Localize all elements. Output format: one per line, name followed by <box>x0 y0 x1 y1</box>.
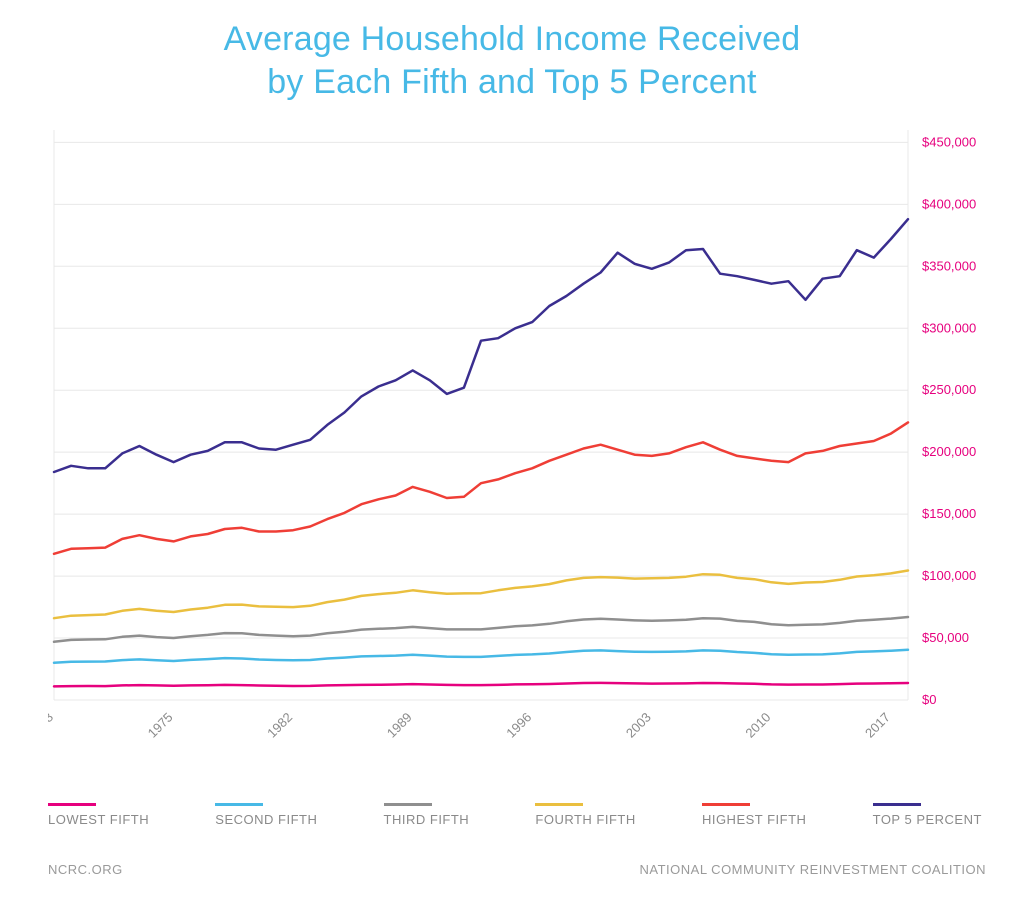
legend-label: TOP 5 PERCENT <box>873 812 982 827</box>
y-tick-label: $100,000 <box>922 568 976 583</box>
legend-item-lowest_fifth: LOWEST FIFTH <box>48 803 149 827</box>
legend: LOWEST FIFTH SECOND FIFTH THIRD FIFTH FOURT… <box>48 790 986 840</box>
legend-swatch <box>48 803 96 806</box>
legend-item-second_fifth: SECOND FIFTH <box>215 803 317 827</box>
legend-swatch <box>384 803 432 806</box>
y-tick-label: $400,000 <box>922 196 976 211</box>
legend-label: LOWEST FIFTH <box>48 812 149 827</box>
y-tick-label: $250,000 <box>922 382 976 397</box>
legend-label: SECOND FIFTH <box>215 812 317 827</box>
legend-swatch <box>215 803 263 806</box>
footer-org: NATIONAL COMMUNITY REINVESTMENT COALITIO… <box>640 862 987 877</box>
title-line-1: Average Household Income Received <box>224 20 801 58</box>
y-tick-label: $50,000 <box>922 630 969 645</box>
legend-label: FOURTH FIFTH <box>535 812 635 827</box>
legend-label: THIRD FIFTH <box>384 812 470 827</box>
y-tick-label: $150,000 <box>922 506 976 521</box>
series-top_5_percent <box>54 219 908 472</box>
legend-item-fourth_fifth: FOURTH FIFTH <box>535 803 635 827</box>
y-tick-label: $0 <box>922 692 936 707</box>
plot-area: $0 $50,000 $100,000 $150,000 $200,000 $250,00… <box>48 120 986 760</box>
series-highest_fifth <box>54 422 908 553</box>
legend-item-highest_fifth: HIGHEST FIFTH <box>702 803 806 827</box>
x-tick-label: 1996 <box>503 710 534 741</box>
line-chart-svg: $0 $50,000 $100,000 $150,000 $200,000 $250,00… <box>48 120 986 760</box>
legend-swatch <box>702 803 750 806</box>
legend-item-third_fifth: THIRD FIFTH <box>384 803 470 827</box>
title-line-2: by Each Fifth and Top 5 Percent <box>267 63 756 101</box>
x-tick-label: 2003 <box>623 710 654 741</box>
chart-title: Average Household Income Received by Eac… <box>0 0 1024 103</box>
y-tick-label: $350,000 <box>922 258 976 273</box>
legend-item-top_5_percent: TOP 5 PERCENT <box>873 803 982 827</box>
x-tick-label: 2010 <box>742 710 773 741</box>
series-second_fifth <box>54 650 908 663</box>
x-tick-label: 1982 <box>264 710 295 741</box>
x-tick-label: 1989 <box>384 710 415 741</box>
series-lowest_fifth <box>54 683 908 687</box>
x-tick-label: 1975 <box>145 710 176 741</box>
x-tick-label: 1968 <box>48 710 56 741</box>
legend-swatch <box>873 803 921 806</box>
x-tick-label: 2017 <box>862 710 893 741</box>
y-tick-label: $300,000 <box>922 320 976 335</box>
footer-source: NCRC.ORG <box>48 862 123 877</box>
series-fourth_fifth <box>54 571 908 619</box>
legend-swatch <box>535 803 583 806</box>
y-tick-label: $450,000 <box>922 134 976 149</box>
y-tick-label: $200,000 <box>922 444 976 459</box>
legend-label: HIGHEST FIFTH <box>702 812 806 827</box>
chart-container: Average Household Income Received by Eac… <box>0 0 1024 904</box>
footer: NCRC.ORG NATIONAL COMMUNITY REINVESTMENT… <box>48 862 986 877</box>
